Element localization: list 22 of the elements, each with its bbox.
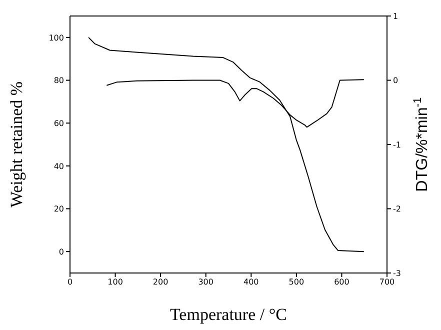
y2-tick-label: -2 xyxy=(393,204,401,214)
x-tick-label: 300 xyxy=(198,278,214,287)
y-tick-label: 80 xyxy=(54,76,64,86)
y-axis-title: Weight retained % xyxy=(7,81,26,208)
line-series xyxy=(88,36,364,252)
x-tick-label: 200 xyxy=(152,278,168,287)
y-tick-label: 40 xyxy=(54,162,64,171)
x-tick-label: 100 xyxy=(108,278,123,287)
x-tick-label: 0 xyxy=(67,278,73,287)
x-axis-title: Temperature / °C xyxy=(170,305,288,324)
y2-tick-label: 0 xyxy=(393,76,398,86)
x-tick-label: 700 xyxy=(379,278,395,287)
y2-tick-label: -3 xyxy=(393,268,401,278)
y2-tick-label: 1 xyxy=(393,12,398,21)
y-tick-label: 0 xyxy=(58,247,64,256)
y-tick-label: 100 xyxy=(48,33,64,42)
x-tick-label: 500 xyxy=(288,278,304,287)
x-tick-label: 400 xyxy=(244,278,259,287)
y2-tick-label: -1 xyxy=(393,140,401,150)
y-tick-label: 20 xyxy=(54,204,64,214)
x-tick-label: 600 xyxy=(334,278,350,287)
y-tick-label: 60 xyxy=(54,118,64,128)
